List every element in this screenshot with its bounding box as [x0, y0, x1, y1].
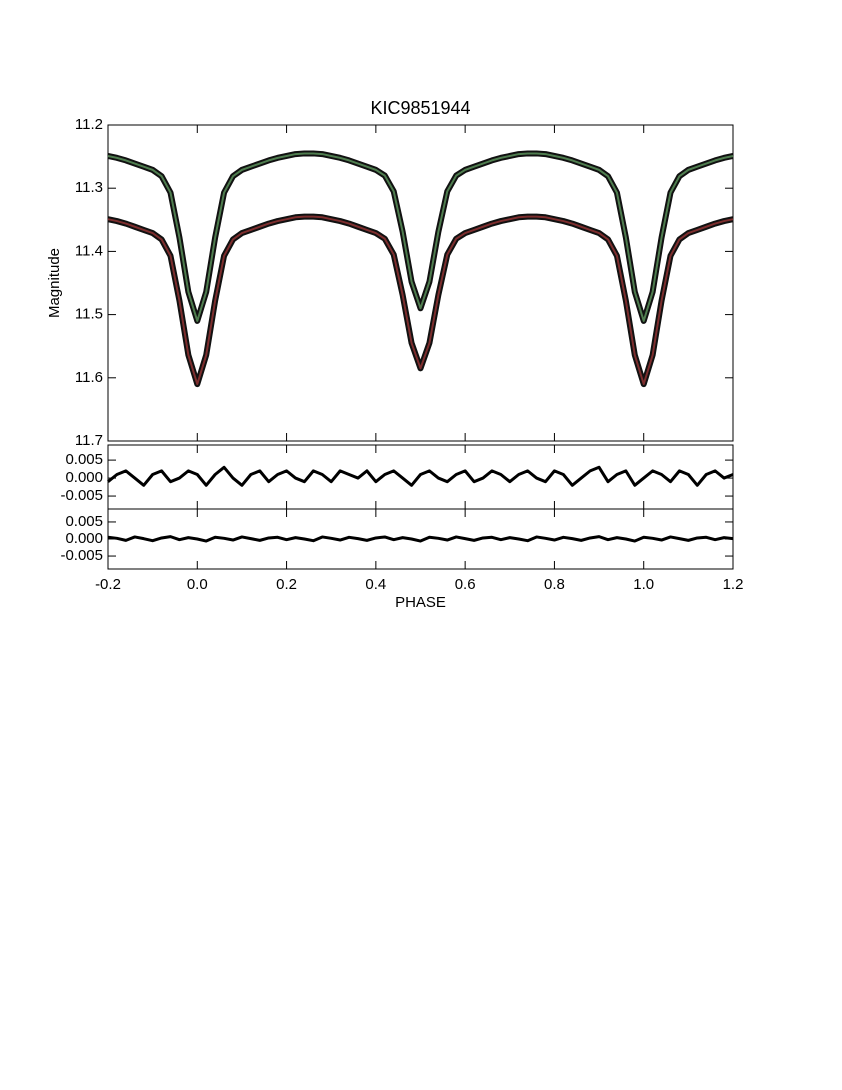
y-tick-label: 0.005 [65, 513, 103, 530]
x-tick-label: -0.2 [95, 576, 121, 593]
residuals [107, 535, 734, 543]
x-tick-label: 0.8 [544, 576, 565, 593]
y-tick-label: 0.005 [65, 451, 103, 468]
x-tick-label: 1.0 [633, 576, 654, 593]
x-tick-label: 1.2 [723, 576, 744, 593]
model-line [107, 152, 734, 322]
x-tick-label: 0.6 [455, 576, 476, 593]
chart-title: KIC9851944 [370, 98, 470, 118]
x-tick-label: 0.0 [187, 576, 208, 593]
y-tick-label: 11.2 [75, 116, 103, 133]
y-tick-label: 11.3 [75, 179, 103, 196]
x-tick-label: 0.2 [276, 576, 297, 593]
y-tick-label: -0.005 [60, 547, 103, 564]
model-line [107, 215, 734, 386]
plot-frame [107, 444, 734, 510]
data-points [107, 150, 734, 324]
y-tick-label: 11.6 [75, 369, 103, 386]
y-tick-label: 0.000 [65, 469, 103, 486]
plot-frame [107, 124, 734, 442]
y-tick-label: 11.5 [75, 306, 103, 323]
residuals [107, 465, 734, 487]
x-tick-label: 0.4 [365, 576, 386, 593]
y-tick-label: 0.000 [65, 530, 103, 547]
y-tick-label: 11.4 [75, 242, 103, 259]
y-tick-label: 11.7 [75, 432, 103, 449]
y-axis-label: Magnitude [46, 248, 63, 318]
y-tick-label: -0.005 [60, 487, 103, 504]
x-axis-label: PHASE [395, 594, 446, 611]
